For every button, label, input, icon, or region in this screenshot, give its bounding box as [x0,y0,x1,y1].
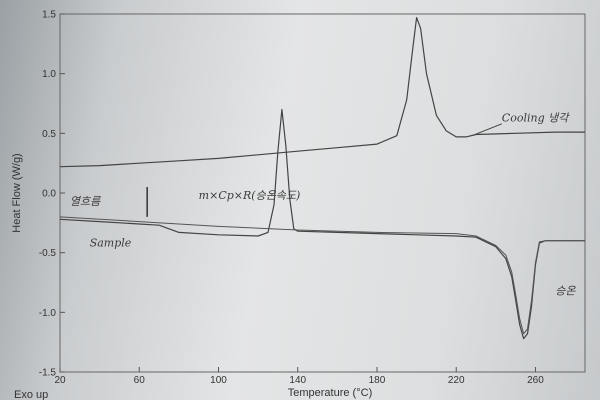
series-line-3 [59,216,585,335]
x-tick-label: 20 [54,375,66,386]
annotation-2: m×Cp×R(승온속도) [199,189,301,202]
y-tick-label: -1.0 [39,308,57,319]
x-tick-label: 260 [527,375,544,386]
annotation-4: Sample [90,237,132,250]
series-layer [59,17,585,340]
annotation-1: Cooling 냉각 [502,111,570,124]
annotation-5: 승온 [555,284,576,297]
exo-up-label: Exo up [14,389,48,400]
y-tick-label: 1.5 [42,10,56,21]
y-tick-label: 0.0 [42,189,56,200]
x-tick-label: 100 [210,375,227,386]
x-tick-label: 180 [369,375,386,386]
x-tick-label: 140 [289,375,306,386]
annotation-3: 열흐름 [70,195,101,208]
x-axis: 20 60 100 140 180 220 260 [54,367,544,386]
annotation-layer: Cooling 냉각 m×Cp×R(승온속도) 열흐름 Sample 승온 [70,111,576,297]
series-line-2 [59,108,585,340]
series-line-1 [59,17,585,168]
plot-frame [59,13,586,373]
annotation-arrow [471,123,502,137]
y-tick-label: -1.5 [39,368,57,379]
x-tick-label: 220 [448,375,465,386]
y-axis-title: Heat Flow (W/g) [11,153,23,232]
x-axis-title: Temperature (°C) [288,387,372,399]
y-tick-label: 0.5 [42,129,56,140]
x-tick-label: 60 [134,375,146,386]
y-tick-label: -0.5 [39,248,57,259]
y-tick-label: 1.0 [42,69,56,80]
y-axis: 1.5 1.0 0.5 0.0 -0.5 -1.0 -1.5 [39,10,65,379]
